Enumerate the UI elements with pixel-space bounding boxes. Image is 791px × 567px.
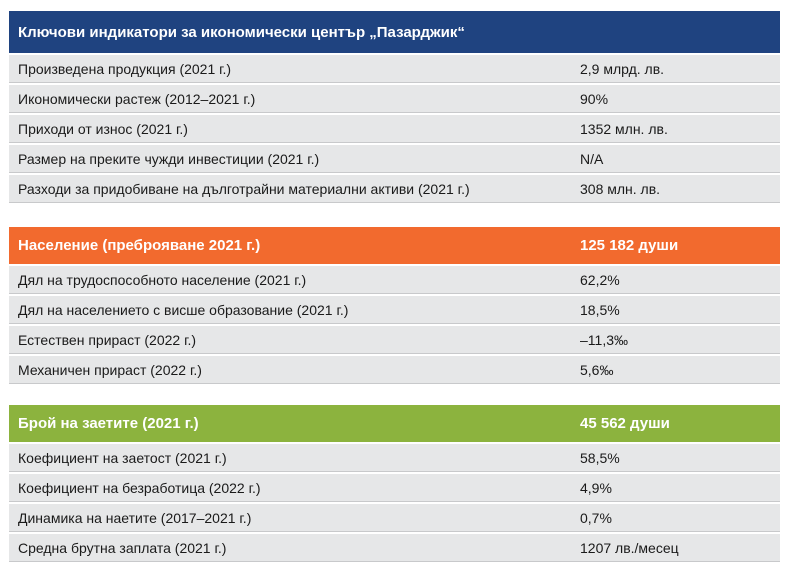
table-row: Дял на населението с висше образование (… xyxy=(9,296,780,324)
table-row: Механичен прираст (2022 г.) 5,6‰ xyxy=(9,356,780,384)
economy-header: Ключови индикатори за икономически центъ… xyxy=(9,11,780,53)
row-value: 1207 лв./месец xyxy=(580,539,679,556)
population-header: Население (преброяване 2021 г.) 125 182 … xyxy=(9,227,780,264)
table-row: Средна брутна заплата (2021 г.) 1207 лв.… xyxy=(9,534,780,562)
row-value: 5,6‰ xyxy=(580,361,614,378)
row-value: 90% xyxy=(580,90,609,107)
row-label: Приходи от износ (2021 г.) xyxy=(18,120,188,137)
economy-section: Ключови индикатори за икономически центъ… xyxy=(9,11,780,203)
row-label: Средна брутна заплата (2021 г.) xyxy=(18,539,227,556)
table-row: Размер на преките чужди инвестиции (2021… xyxy=(9,145,780,173)
row-label: Произведена продукция (2021 г.) xyxy=(18,60,232,77)
row-label: Размер на преките чужди инвестиции (2021… xyxy=(18,150,320,167)
row-value: 4,9% xyxy=(580,479,612,496)
table-row: Дял на трудоспособното население (2021 г… xyxy=(9,266,780,294)
row-label: Естествен прираст (2022 г.) xyxy=(18,331,197,348)
table-row: Произведена продукция (2021 г.) 2,9 млрд… xyxy=(9,55,780,83)
table-row: Разходи за придобиване на дълготрайни ма… xyxy=(9,175,780,203)
row-label: Коефициент на безработица (2022 г.) xyxy=(18,479,261,496)
row-value: N/A xyxy=(580,150,604,167)
employment-header: Брой на заетите (2021 г.) 45 562 души xyxy=(9,405,780,442)
row-label: Икономически растеж (2012–2021 г.) xyxy=(18,90,256,107)
employment-value: 45 562 души xyxy=(580,415,670,432)
row-label: Дял на трудоспособното население (2021 г… xyxy=(18,271,307,288)
row-value: 2,9 млрд. лв. xyxy=(580,60,665,77)
table-row: Коефициент на заетост (2021 г.) 58,5% xyxy=(9,444,780,472)
row-value: –11,3‰ xyxy=(580,331,628,348)
row-value: 308 млн. лв. xyxy=(580,180,661,197)
table-row: Приходи от износ (2021 г.) 1352 млн. лв. xyxy=(9,115,780,143)
row-label: Механичен прираст (2022 г.) xyxy=(18,361,202,378)
row-label: Коефициент на заетост (2021 г.) xyxy=(18,449,227,466)
economy-title: Ключови индикатори за икономически центъ… xyxy=(18,23,465,41)
row-value: 1352 млн. лв. xyxy=(580,120,668,137)
population-title: Население (преброяване 2021 г.) xyxy=(18,237,261,254)
employment-title: Брой на заетите (2021 г.) xyxy=(18,415,199,432)
table-row: Икономически растеж (2012–2021 г.) 90% xyxy=(9,85,780,113)
row-value: 58,5% xyxy=(580,449,620,466)
table-row: Коефициент на безработица (2022 г.) 4,9% xyxy=(9,474,780,502)
row-value: 0,7% xyxy=(580,509,612,526)
row-value: 18,5% xyxy=(580,301,620,318)
row-label: Дял на населението с висше образование (… xyxy=(18,301,349,318)
row-label: Разходи за придобиване на дълготрайни ма… xyxy=(18,180,470,197)
population-value: 125 182 души xyxy=(580,237,679,254)
employment-section: Брой на заетите (2021 г.) 45 562 души Ко… xyxy=(9,405,780,562)
population-section: Население (преброяване 2021 г.) 125 182 … xyxy=(9,227,780,384)
table-row: Естествен прираст (2022 г.) –11,3‰ xyxy=(9,326,780,354)
row-value: 62,2% xyxy=(580,271,620,288)
table-row: Динамика на наетите (2017–2021 г.) 0,7% xyxy=(9,504,780,532)
row-label: Динамика на наетите (2017–2021 г.) xyxy=(18,509,252,526)
